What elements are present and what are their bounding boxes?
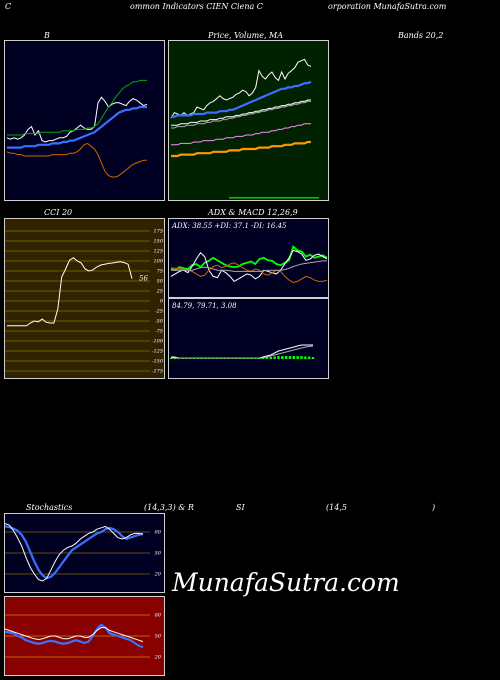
volume-bars [229, 197, 319, 199]
macd-hist-bar-27 [273, 356, 276, 359]
title-bands: Bands 20,2 [398, 31, 444, 40]
title-bollinger: B [44, 31, 50, 40]
price-series-5 [171, 140, 311, 158]
stoch-panel: 80 50 20 [4, 513, 165, 593]
macd-hist-bar-30 [284, 356, 288, 359]
rsi-tick-1: 50 [155, 634, 162, 640]
cci-tick-10: -75 [155, 329, 163, 335]
bollinger-series-3 [6, 142, 147, 178]
header-c: C [5, 2, 12, 11]
stoch-tick-2: 20 [154, 572, 162, 578]
rsi-panel: 80 50 20 [4, 596, 165, 676]
price-series-1 [171, 80, 312, 118]
macd-label: 84.79, 79.71, 3.08 [172, 302, 237, 310]
title-price: Price, Volume, MA [208, 31, 284, 40]
rsi-tick-0: 80 [155, 613, 162, 619]
rsi-chart: 80 50 20 [5, 613, 162, 661]
macd-hist-bar-35 [304, 356, 307, 359]
title-adxmacd: ADX & MACD 12,26,9 [208, 208, 298, 217]
adx-series-1 [170, 249, 328, 283]
cci-tick-13: -150 [152, 359, 164, 365]
stoch-chart: 80 50 20 [5, 523, 162, 582]
macd-series-1 [171, 345, 314, 359]
rsi-tick-2: 20 [154, 655, 162, 661]
adx-panel: ADX: 38.55 +DI: 37.1 -DI: 16.45 [168, 218, 329, 298]
bollinger-panel [4, 40, 165, 201]
macd-hist-bar-29 [281, 356, 284, 359]
header-left: ommon Indicators CIEN Ciena C [130, 2, 263, 11]
adx-series-2 [170, 262, 328, 284]
stoch-tick-0: 80 [155, 530, 162, 536]
cci-tick-3: 100 [153, 259, 163, 265]
rsi-series-1 [5, 627, 144, 643]
adx-series-0 [170, 244, 328, 272]
cci-tick-6: 25 [156, 289, 163, 295]
stoch-tick-1: 50 [155, 551, 162, 557]
macd-chart: 84.79, 79.71, 3.08 [169, 302, 315, 359]
cci-tick-11: -100 [152, 339, 164, 345]
adx-chart: ADX: 38.55 +DI: 37.1 -DI: 16.45 [170, 222, 328, 284]
header-right: orporation MunafaSutra.com [328, 2, 447, 11]
title-rsi: SI [236, 503, 245, 512]
cci-tick-4: 75 [157, 269, 163, 275]
title-stoch-params: (14,3,3) & R [144, 503, 194, 512]
title-rsi-close: ) [432, 503, 436, 512]
bollinger-series-2 [7, 79, 147, 136]
rsi-series-0 [5, 623, 144, 649]
macd-hist-bar-37 [311, 357, 315, 359]
macd-series-0 [171, 344, 313, 359]
title-stoch: Stochastics [26, 503, 73, 512]
bollinger-chart [6, 79, 148, 178]
cci-value-label: 56 [139, 275, 148, 283]
title-rsi-params: (14,5 [326, 503, 347, 512]
price-series-0 [170, 58, 312, 119]
cci-tick-12: -125 [152, 349, 163, 355]
cci-series-0 [7, 257, 133, 327]
stoch-series-1 [5, 523, 144, 582]
cci-tick-2: 125 [153, 249, 163, 255]
cci-tick-7: 0 [160, 299, 164, 305]
adx-label: ADX: 38.55 +DI: 37.1 -DI: 16.45 [171, 222, 287, 230]
cci-panel: 175 150 125 100 75 50 25 0 -25 -50 -75 -100 -125 -150… [4, 218, 165, 379]
macd-hist-bar-31 [288, 356, 292, 359]
bollinger-series-1 [7, 105, 147, 149]
macd-hist-bar-33 [296, 356, 299, 359]
price-series-4 [171, 123, 311, 146]
macd-hist-bar-36 [307, 356, 311, 359]
bollinger-series-0 [6, 96, 148, 143]
cci-tick-0: 175 [153, 229, 163, 235]
price-chart [170, 58, 319, 199]
cci-tick-8: -25 [155, 309, 163, 315]
watermark: MunafaSutra.com [172, 568, 400, 597]
adx-series-3 [171, 260, 327, 272]
cci-tick-1: 150 [153, 239, 163, 245]
price-series-2 [171, 100, 311, 129]
macd-panel: 84.79, 79.71, 3.08 [168, 298, 329, 379]
cci-chart: 175 150 125 100 75 50 25 0 -25 -50 -75 -100 -125 -150… [5, 229, 164, 375]
cci-tick-14: -175 [152, 369, 163, 375]
price-panel [168, 40, 329, 201]
price-series-3 [171, 99, 311, 126]
stoch-series-0 [5, 525, 144, 580]
cci-tick-5: 50 [157, 279, 164, 285]
macd-hist-bar-34 [300, 356, 303, 359]
title-cci: CCI 20 [44, 208, 73, 217]
macd-hist-bar-26 [269, 357, 272, 359]
cci-tick-9: -50 [155, 319, 164, 325]
macd-hist-bar-28 [277, 356, 280, 359]
macd-hist-bar-25 [265, 357, 269, 359]
macd-hist-bar-32 [292, 356, 296, 359]
